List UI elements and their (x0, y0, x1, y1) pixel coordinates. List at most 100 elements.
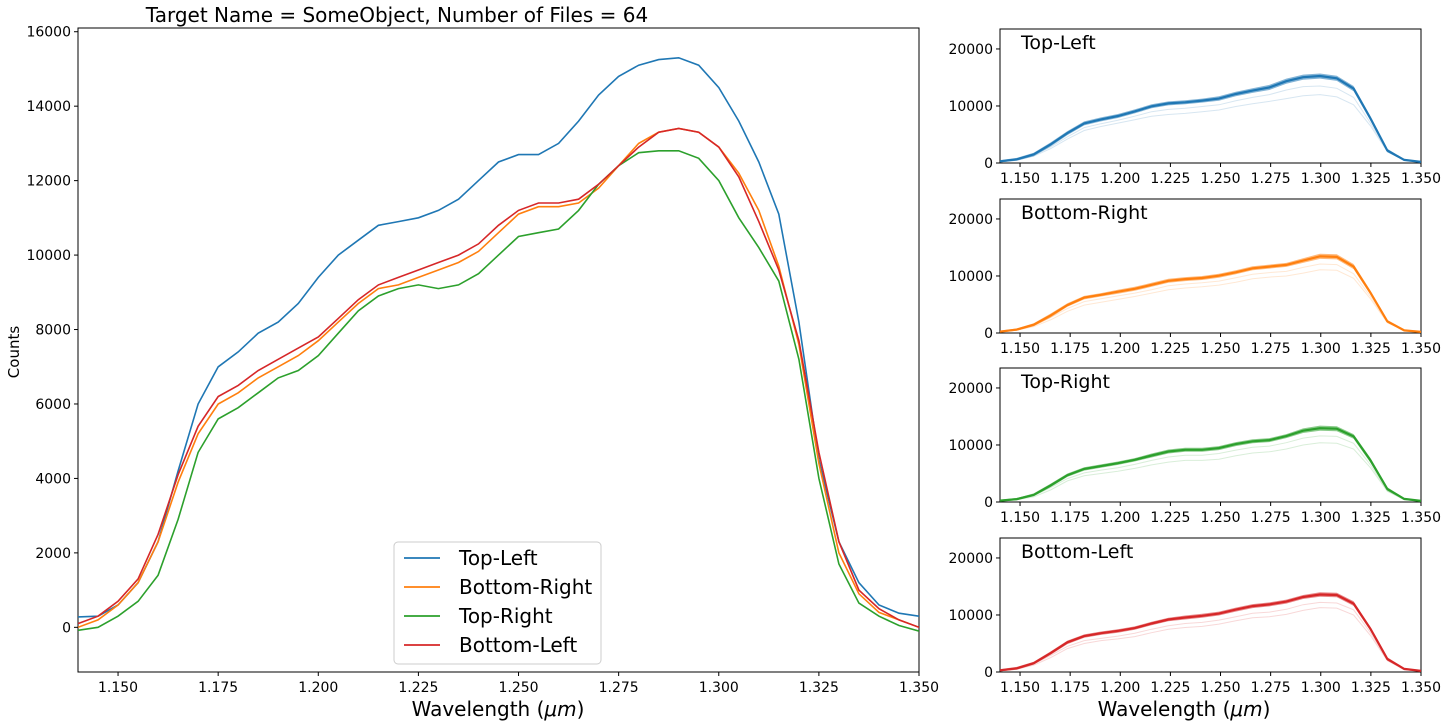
right-x-axis-label: Wavelength (μm) (1098, 697, 1271, 721)
legend-label-bottom-left: Bottom-Left (459, 633, 577, 657)
panel-top-left-faint-line (1000, 85, 1421, 163)
panel-top-left-x-tick-label: 1.175 (1050, 171, 1090, 187)
panel-bottom-left-band (1000, 592, 1421, 672)
main-y-tick-label: 14000 (26, 99, 71, 115)
panel-bottom-left-x-tick-label: 1.200 (1100, 680, 1140, 696)
main-x-tick-label: 1.300 (699, 680, 739, 696)
main-frame (77, 27, 920, 673)
panel-top-left-x-tick-label: 1.275 (1251, 171, 1291, 187)
panel-bottom-left-x-tick-label: 1.350 (1401, 680, 1441, 696)
series-line-bottom-left (78, 127, 919, 629)
panel-top-left-frame (999, 28, 1422, 164)
panel-top-left-y-tick-label: 10000 (948, 99, 993, 115)
panel-top-left-x-tick-label: 1.150 (1000, 171, 1040, 187)
panel-bottom-left-x-tick-label: 1.300 (1301, 680, 1341, 696)
panel-bottom-right-x-tick-label: 1.325 (1351, 341, 1391, 357)
main-x-axis-label: Wavelength (μm) (412, 697, 585, 721)
panel-top-left-band (1000, 73, 1421, 163)
plot-area: 1.150 1.175 1.200 1.225 1.250 1.275 1.300 1.325… (26, 25, 1441, 696)
main-y-tick-label: 0 (62, 620, 71, 636)
panel-bottom-right-x-tick-label: 1.350 (1401, 341, 1441, 357)
panel-top-right-series-group (1000, 425, 1421, 502)
panel-top-left-x-tick-label: 1.325 (1351, 171, 1391, 187)
main-y-tick-label: 2000 (35, 546, 71, 562)
legend-box (393, 541, 602, 665)
main-y-tick-label: 10000 (26, 248, 71, 264)
main-y-axis-label: Counts (5, 326, 23, 379)
legend-label-top-left: Top-Left (458, 546, 538, 570)
panel-bottom-left-y-tick-label: 10000 (948, 608, 993, 624)
main-x-tick-label: 1.325 (799, 680, 839, 696)
series-line-top-left (78, 56, 919, 618)
panel-top-right-x-tick-label: 1.250 (1200, 510, 1240, 526)
panel-bottom-right-series-group (1000, 253, 1421, 333)
panel-bottom-left-title: Bottom-Left (1021, 541, 1133, 563)
panel-bottom-right-x-tick-label: 1.200 (1100, 341, 1140, 357)
panel-bottom-right-band (1000, 253, 1421, 333)
main-x-tick-label: 1.150 (98, 680, 138, 696)
panel-bottom-left-series-group (1000, 592, 1421, 672)
panel-bottom-right-x-tick-label: 1.150 (1000, 341, 1040, 357)
main-y-tick-label: 4000 (35, 471, 71, 487)
series-line-top-right (78, 150, 919, 632)
main-y-tick-label: 6000 (35, 397, 71, 413)
panel-top-left-x-tick-label: 1.200 (1100, 171, 1140, 187)
panel-bottom-left-x-tick-label: 1.250 (1200, 680, 1240, 696)
main-y-tick-label: 12000 (26, 174, 71, 190)
panel-top-left-title: Top-Left (1020, 32, 1096, 54)
panel-bottom-left-x-tick-label: 1.275 (1251, 680, 1291, 696)
panel-bottom-left-faint-line (1000, 607, 1421, 672)
main-x-tick-label: 1.175 (198, 680, 238, 696)
main-y-tick-label: 8000 (35, 323, 71, 339)
main-x-tick-label: 1.250 (498, 680, 538, 696)
series-line-bottom-right (78, 127, 919, 629)
panel-top-left-series-group (1000, 73, 1421, 163)
panel-top-left-faint-line (1000, 94, 1421, 163)
panel-top-right-x-tick-label: 1.300 (1301, 510, 1341, 526)
panel-bottom-left-x-tick-label: 1.325 (1351, 680, 1391, 696)
main-series-group (78, 56, 919, 632)
panel-bottom-right-x-tick-label: 1.300 (1301, 341, 1341, 357)
panel-top-right-title: Top-Right (1020, 371, 1110, 393)
panel-bottom-left-x-tick-label: 1.175 (1050, 680, 1090, 696)
panel-top-right-x-tick-label: 1.150 (1000, 510, 1040, 526)
main-x-tick-label: 1.350 (899, 680, 939, 696)
panel-top-left-x-tick-label: 1.250 (1200, 171, 1240, 187)
main-x-tick-label: 1.225 (398, 680, 438, 696)
panel-top-right-y-tick-label: 20000 (948, 381, 993, 397)
panel-top-left-mean-line (1000, 74, 1421, 163)
panel-top-right-x-tick-label: 1.275 (1251, 510, 1291, 526)
panel-top-left-x-tick-label: 1.225 (1150, 171, 1190, 187)
panel-bottom-right-mean-line (1000, 255, 1421, 333)
panel-top-right-x-tick-label: 1.225 (1150, 510, 1190, 526)
panel-top-right-y-tick-label: 10000 (948, 438, 993, 454)
panel-top-left-x-tick-label: 1.300 (1301, 171, 1341, 187)
panel-bottom-left-frame (999, 537, 1422, 673)
main-y-tick-label: 16000 (26, 25, 71, 41)
legend-label-bottom-right: Bottom-Right (459, 575, 592, 599)
panel-bottom-right-faint-line (1000, 269, 1421, 333)
panel-bottom-right-y-tick-label: 0 (984, 326, 993, 342)
panel-bottom-left-x-tick-label: 1.225 (1150, 680, 1190, 696)
panel-top-right-y-tick-label: 0 (984, 495, 993, 511)
panel-bottom-left-y-tick-label: 0 (984, 665, 993, 681)
panel-top-right-mean-line (1000, 427, 1421, 502)
panel-top-right-x-tick-label: 1.350 (1401, 510, 1441, 526)
panel-top-right-x-tick-label: 1.325 (1351, 510, 1391, 526)
main-x-tick-label: 1.200 (298, 680, 338, 696)
panel-top-left-y-tick-label: 0 (984, 156, 993, 172)
panel-top-left-x-tick-label: 1.350 (1401, 171, 1441, 187)
panel-bottom-right-x-tick-label: 1.250 (1200, 341, 1240, 357)
panel-bottom-right-y-tick-label: 10000 (948, 269, 993, 285)
panel-bottom-right-x-tick-label: 1.175 (1050, 341, 1090, 357)
legend-label-top-right: Top-Right (458, 604, 553, 628)
panel-top-left-y-tick-label: 20000 (948, 42, 993, 58)
panel-top-right-x-tick-label: 1.200 (1100, 510, 1140, 526)
panel-top-right-faint-line (1000, 442, 1421, 502)
panel-bottom-right-title: Bottom-Right (1021, 202, 1148, 224)
panel-top-right-faint-line (1000, 435, 1421, 502)
panel-bottom-right-faint-line (1000, 263, 1421, 333)
panel-bottom-right-x-tick-label: 1.225 (1150, 341, 1190, 357)
panel-bottom-right-frame (999, 198, 1422, 334)
